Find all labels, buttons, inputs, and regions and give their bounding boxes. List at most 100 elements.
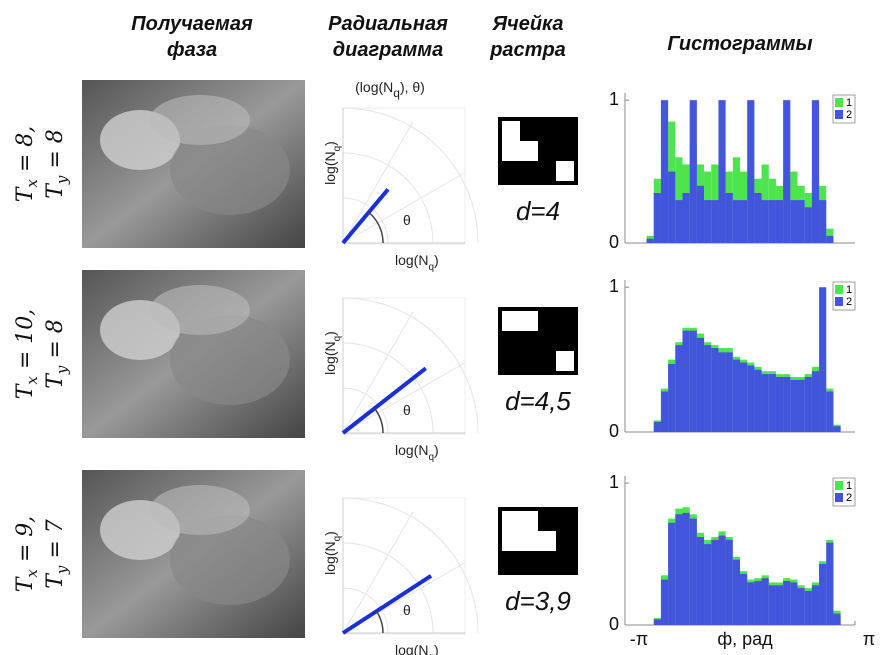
header: Радиальнаядиаграмма: [328, 13, 448, 61]
text-part: = 8: [43, 319, 68, 365]
hist-bar: [675, 200, 682, 243]
hist-bar: [740, 200, 747, 243]
hist-bar: [711, 540, 718, 625]
hist-bar: [798, 588, 805, 625]
hist-bar: [675, 345, 682, 432]
image-shape: [150, 485, 250, 535]
legend-swatch: [835, 285, 843, 294]
hist-bar: [747, 100, 754, 243]
hist-bar: [697, 537, 704, 625]
hist-bar: [690, 519, 697, 625]
text-part: log(: [322, 551, 338, 575]
cell-pixel: [502, 511, 520, 531]
text-part: ): [434, 642, 439, 655]
hist-bar: [747, 582, 754, 625]
hist-bar: [654, 422, 661, 432]
hist-bar: [790, 200, 797, 243]
hist-bar: [718, 352, 725, 432]
hist-bar: [762, 374, 769, 432]
text-part: = 8: [43, 129, 68, 175]
hist-bar: [704, 544, 711, 625]
radial-spoke: [343, 363, 464, 433]
hist-bar: [769, 585, 776, 625]
hist-bar: [826, 236, 833, 243]
text-part: ): [322, 331, 338, 336]
radial-spoke: [343, 173, 464, 243]
hist-bar: [747, 365, 754, 432]
cell-size: d=4: [516, 196, 560, 226]
hist-bar: [783, 377, 790, 432]
hist-bar: [769, 200, 776, 243]
text-part: log(: [322, 161, 338, 185]
cell-pixel: [556, 351, 574, 371]
hist-bar: [783, 100, 790, 243]
hist-bar: [769, 374, 776, 432]
period-label: Tx = 8,: [13, 126, 41, 203]
hist-bar: [654, 193, 661, 243]
hist-bar: [805, 207, 812, 243]
cell-size: d=4,5: [505, 386, 571, 416]
hist-bar: [762, 200, 769, 243]
period-label: Ty = 8: [43, 129, 71, 199]
phase-image: [82, 80, 305, 248]
hist-bar: [740, 574, 747, 625]
hist-bar: [704, 200, 711, 243]
text-part: log(: [395, 442, 419, 458]
angle-label: θ: [403, 402, 411, 418]
hist-bar: [790, 380, 797, 432]
hist-bar: [726, 352, 733, 432]
hist-bar: [711, 200, 718, 243]
x-axis-label: ф, рад: [717, 629, 773, 649]
hist-bar: [826, 543, 833, 625]
x-tick-label: π: [863, 629, 875, 649]
legend-swatch: [835, 98, 843, 107]
axis-label: log(Nq): [322, 531, 343, 575]
hist-bar: [718, 100, 725, 243]
hist-bar: [783, 581, 790, 625]
axis-label: log(Nq): [322, 141, 343, 185]
hist-bar: [683, 513, 690, 625]
axis-label: log(Nq): [395, 252, 439, 273]
hist-bar: [726, 193, 733, 243]
y-tick-label: 1: [609, 89, 619, 109]
phase-image: [82, 270, 305, 438]
y-tick-label: 1: [609, 472, 619, 492]
legend-label: 1: [846, 284, 852, 296]
text-part: N: [322, 341, 338, 351]
text-part: ): [434, 442, 439, 458]
axis-label: log(Nq): [395, 442, 439, 463]
cell-pixel: [502, 141, 520, 161]
hist-bar: [798, 200, 805, 243]
y-tick-label: 0: [609, 421, 619, 441]
legend-label: 2: [846, 109, 852, 121]
text-part: ): [322, 531, 338, 536]
angle-label: θ: [403, 212, 411, 228]
angle-arc: [377, 611, 383, 633]
legend-label: 2: [846, 492, 852, 504]
hist-bar: [683, 193, 690, 243]
hist-bar: [805, 377, 812, 432]
phase-image: [82, 470, 305, 638]
radial-arc: [343, 343, 433, 433]
cell-pixel: [556, 161, 574, 181]
cell-pixel: [520, 511, 538, 531]
period-label: Tx = 10,: [13, 309, 41, 400]
y-tick-label: 0: [609, 614, 619, 634]
radial-line: [343, 368, 426, 433]
hist-bar: [733, 200, 740, 243]
hist-bar: [697, 338, 704, 432]
radial-note: (log(Nq), θ): [355, 79, 425, 100]
legend-label: 1: [846, 97, 852, 109]
text-part: ): [322, 141, 338, 146]
hist-bar: [754, 370, 761, 432]
hist-bar: [812, 100, 819, 243]
hist-bar: [726, 540, 733, 625]
hist-bar: [754, 193, 761, 243]
text-part: log(: [395, 252, 419, 268]
period-label: Tx = 9,: [13, 516, 41, 593]
period-label: Ty = 7: [43, 519, 71, 589]
hist-bar: [762, 578, 769, 625]
hist-bar: [740, 363, 747, 432]
angle-arc: [369, 212, 383, 243]
legend-label: 1: [846, 480, 852, 492]
